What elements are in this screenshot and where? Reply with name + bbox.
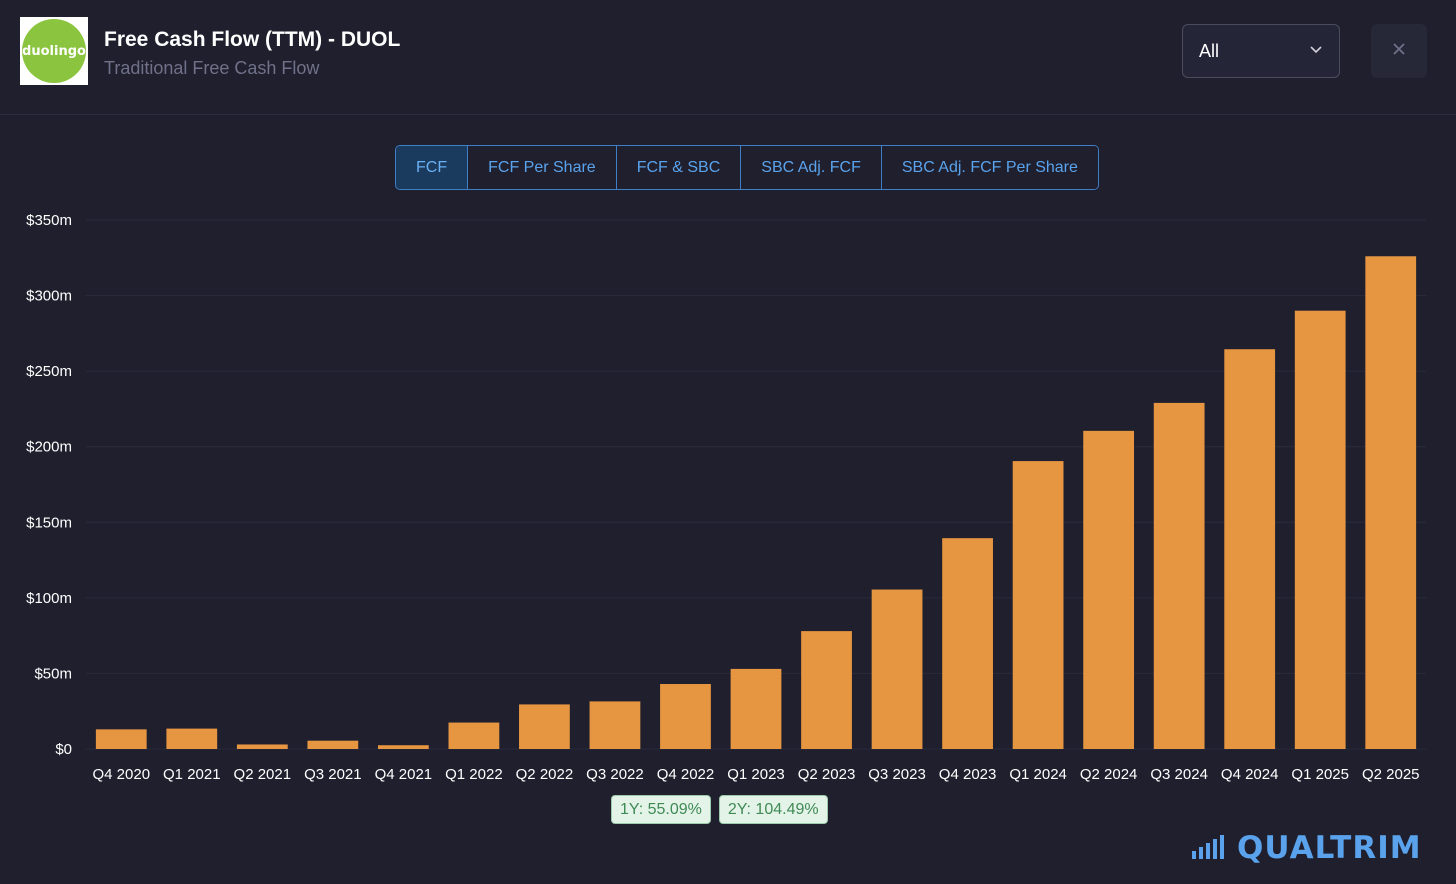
bars-icon — [1191, 833, 1231, 864]
x-tick-label: Q1 2023 — [727, 766, 785, 783]
x-tick-label: Q1 2024 — [1009, 766, 1067, 783]
chevron-down-icon — [1309, 42, 1323, 61]
x-tick-label: Q4 2021 — [375, 766, 433, 783]
period-select[interactable]: All — [1182, 24, 1340, 78]
logo-circle: duolingo — [22, 19, 86, 83]
x-tick-label: Q3 2021 — [304, 766, 362, 783]
x-tick-label: Q2 2021 — [234, 766, 292, 783]
close-button[interactable] — [1371, 24, 1427, 78]
page-title: Free Cash Flow (TTM) - DUOL — [104, 28, 401, 51]
tab-fcf-per-share[interactable]: FCF Per Share — [468, 146, 617, 189]
tab-sbc-adj-fcf-per-share[interactable]: SBC Adj. FCF Per Share — [881, 146, 1098, 189]
bar — [1224, 349, 1276, 749]
x-tick-label: Q4 2023 — [939, 766, 997, 783]
bar — [801, 631, 852, 749]
tab-sbc-adj-fcf[interactable]: SBC Adj. FCF — [741, 146, 882, 189]
tab-fcf-and-sbc[interactable]: FCF & SBC — [616, 146, 742, 189]
y-tick-label: $300m — [26, 288, 72, 305]
y-tick-label: $350m — [26, 212, 72, 229]
bar — [377, 745, 429, 749]
bar — [1365, 256, 1417, 749]
bar — [871, 589, 923, 749]
fcf-bar-chart: $0 $50m $100m $150m $200m $250m $300m $350m Q4 2… — [26, 212, 1426, 783]
bar — [448, 722, 500, 749]
logo-text: duolingo — [22, 43, 86, 59]
bar — [95, 729, 147, 749]
y-tick-label: $0 — [55, 741, 72, 758]
growth-badges: 1Y: 55.09% 2Y: 104.49% — [611, 795, 828, 824]
growth-badge-1y: 1Y: 55.09% — [611, 795, 711, 824]
y-tick-label: $150m — [26, 514, 72, 531]
tab-fcf[interactable]: FCF — [396, 146, 469, 189]
y-tick-label: $100m — [26, 590, 72, 607]
bar — [166, 728, 218, 749]
growth-badge-2y: 2Y: 104.49% — [718, 795, 828, 824]
y-tick-label: $200m — [26, 439, 72, 456]
bar — [1294, 310, 1346, 749]
period-select-value: All — [1199, 40, 1220, 61]
bar — [519, 704, 570, 749]
y-tick-label: $250m — [26, 363, 72, 380]
x-tick-label: Q4 2022 — [657, 766, 715, 783]
y-tick-label: $50m — [34, 665, 72, 682]
metric-tabs: FCF FCF Per Share FCF & SBC SBC Adj. FCF… — [395, 145, 1099, 190]
x-tick-label: Q1 2021 — [163, 766, 221, 783]
x-tick-label: Q1 2022 — [445, 766, 503, 783]
x-tick-label: Q3 2024 — [1150, 766, 1208, 783]
bar — [1012, 461, 1064, 749]
brand-watermark: QUALTRIM — [1191, 830, 1422, 866]
header: duolingo Free Cash Flow (TTM) - DUOL Tra… — [0, 0, 1456, 115]
bar — [589, 701, 641, 749]
brand-name: QUALTRIM — [1237, 830, 1422, 866]
page-subtitle: Traditional Free Cash Flow — [104, 58, 320, 78]
bar — [942, 538, 993, 749]
bar — [1153, 402, 1205, 749]
x-tick-label: Q1 2025 — [1291, 766, 1349, 783]
x-tick-label: Q2 2024 — [1080, 766, 1138, 783]
company-logo: duolingo — [20, 17, 88, 85]
bar — [730, 668, 782, 749]
x-tick-label: Q3 2023 — [868, 766, 926, 783]
x-tick-label: Q2 2023 — [798, 766, 856, 783]
bar — [307, 740, 359, 749]
close-icon — [1392, 42, 1406, 61]
bar — [660, 684, 711, 749]
bar — [236, 744, 288, 749]
x-tick-label: Q3 2022 — [586, 766, 644, 783]
x-tick-label: Q4 2020 — [92, 766, 150, 783]
x-tick-label: Q2 2022 — [516, 766, 574, 783]
bar — [1083, 430, 1135, 749]
x-tick-label: Q4 2024 — [1221, 766, 1279, 783]
x-tick-label: Q2 2025 — [1362, 766, 1420, 783]
